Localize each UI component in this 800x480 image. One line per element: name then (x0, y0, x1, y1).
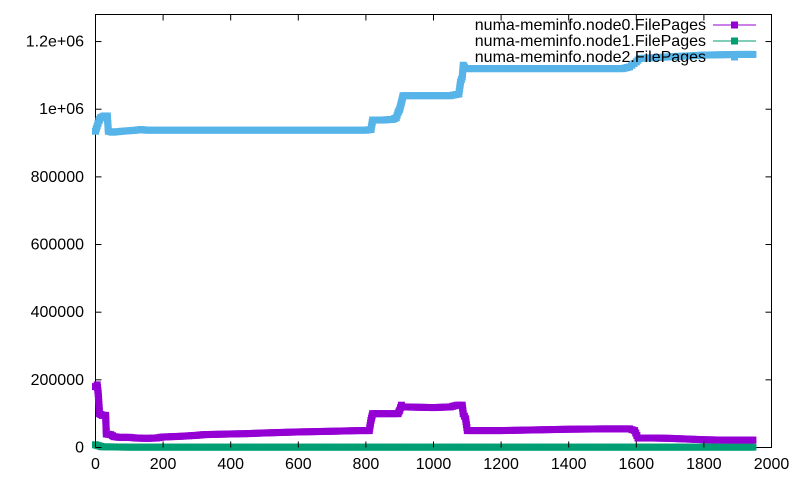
x-tick-label: 400 (217, 456, 244, 473)
x-tick-label: 0 (91, 456, 100, 473)
x-tick-label: 1400 (551, 456, 587, 473)
x-tick-label: 1000 (416, 456, 452, 473)
x-axis: 0 200 400 600 800 1000 1200 1400 1600 1800 2000 (91, 14, 790, 473)
point-numa-meminfo-node1-filepages (749, 443, 757, 451)
legend-swatch-marker (731, 21, 738, 29)
y-tick-label: 0 (75, 440, 84, 457)
legend: numa-meminfo.node0.FilePagesnuma-meminfo… (475, 17, 756, 66)
legend-label: numa-meminfo.node1.FilePages (475, 33, 706, 50)
point-numa-meminfo-node0-filepages (749, 436, 757, 444)
y-tick-label: 600000 (31, 237, 84, 254)
y-tick-label: 800000 (31, 169, 84, 186)
y-tick-label: 1e+06 (39, 101, 84, 118)
y-axis: 0 200000 400000 600000 800000 1e+06 1.2e+06 (26, 34, 772, 457)
legend-label: numa-meminfo.node0.FilePages (475, 17, 706, 34)
legend-label: numa-meminfo.node2.FilePages (475, 49, 706, 66)
x-tick-label: 600 (285, 456, 312, 473)
x-tick-label: 2000 (754, 456, 790, 473)
series-layer (92, 50, 757, 451)
plot-frame (95, 14, 772, 448)
x-tick-label: 200 (150, 456, 177, 473)
y-tick-label: 200000 (31, 372, 84, 389)
y-tick-label: 1.2e+06 (26, 34, 84, 51)
x-tick-label: 1800 (686, 456, 722, 473)
point-numa-meminfo-node2-filepages (749, 50, 757, 58)
y-tick-label: 400000 (31, 304, 84, 321)
x-tick-label: 1600 (619, 456, 655, 473)
series-line-numa-meminfo-node0-filepages (95, 383, 753, 441)
x-tick-label: 800 (353, 456, 380, 473)
legend-swatch-marker (731, 37, 738, 45)
legend-swatch-marker (731, 53, 738, 61)
x-tick-label: 1200 (483, 456, 519, 473)
